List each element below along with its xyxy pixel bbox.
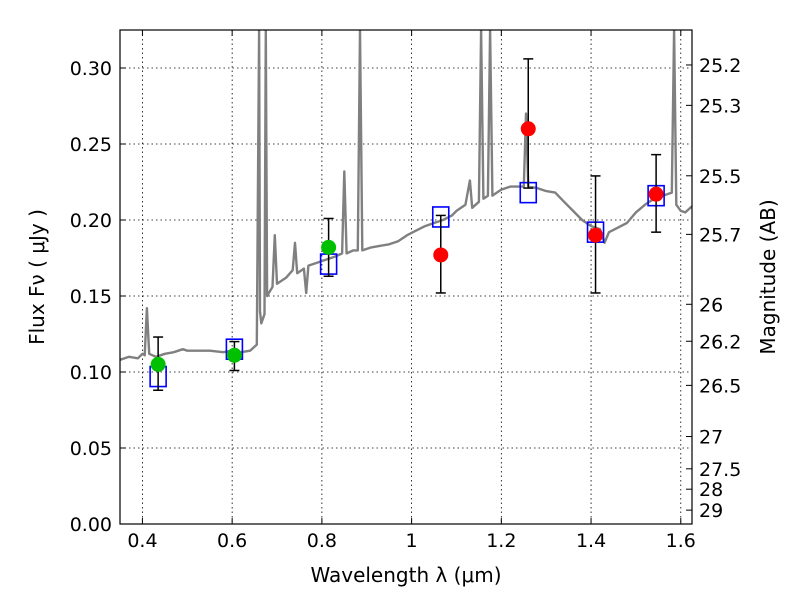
y-tick-label: 0.15 xyxy=(70,286,112,308)
x-tick-label: 0.8 xyxy=(307,530,337,552)
x-tick-label: 0.4 xyxy=(127,530,157,552)
plot-area xyxy=(120,30,692,391)
infrared-data-point xyxy=(588,227,604,243)
right-tick-label: 29 xyxy=(699,500,723,522)
optical-data-point xyxy=(150,356,166,372)
x-tick-label: 1.6 xyxy=(666,530,696,552)
right-tick-label: 25.2 xyxy=(699,55,741,77)
right-tick-label: 25.5 xyxy=(699,166,741,188)
x-tick-label: 1 xyxy=(406,530,418,552)
y-tick-label: 0.05 xyxy=(70,438,112,460)
plot-frame xyxy=(119,29,693,525)
x-axis-title: Wavelength λ (μm) xyxy=(310,563,501,587)
x-tick-label: 1.4 xyxy=(576,530,606,552)
right-tick-label: 26.5 xyxy=(699,375,741,397)
infrared-data-point xyxy=(648,186,664,202)
y-tick-label: 0.20 xyxy=(70,210,112,232)
right-tick-label: 27.5 xyxy=(699,459,741,481)
axes: 0.4 0.6 0.8 1 1.2 1.4 1.6 0.00 0.05 0.10 0.15 0.20 0… xyxy=(70,30,741,552)
y-tick-label: 0.10 xyxy=(70,362,112,384)
right-tick-label: 26.2 xyxy=(699,331,741,353)
grid-lines xyxy=(120,30,692,525)
right-tick-label: 27 xyxy=(699,427,723,449)
x-tick-label: 1.2 xyxy=(486,530,516,552)
right-tick-label: 25.7 xyxy=(699,224,741,246)
y-axis-title: Flux Fν ( μJy ) xyxy=(25,209,49,345)
optical-data-point xyxy=(226,347,242,363)
y-tick-label: 0.00 xyxy=(70,514,112,536)
right-axis-title: Magnitude (AB) xyxy=(756,199,780,354)
y-tick-label: 0.25 xyxy=(70,134,112,156)
x-tick-label: 0.6 xyxy=(217,530,247,552)
y-tick-label: 0.30 xyxy=(70,58,112,80)
right-tick-label: 26 xyxy=(699,294,723,316)
model-spectrum-line xyxy=(120,30,692,361)
optical-data-point xyxy=(321,239,337,255)
right-tick-label: 25.3 xyxy=(699,95,741,117)
infrared-data-point xyxy=(520,121,536,137)
infrared-data-point xyxy=(433,247,449,263)
right-tick-label: 28 xyxy=(699,479,723,501)
